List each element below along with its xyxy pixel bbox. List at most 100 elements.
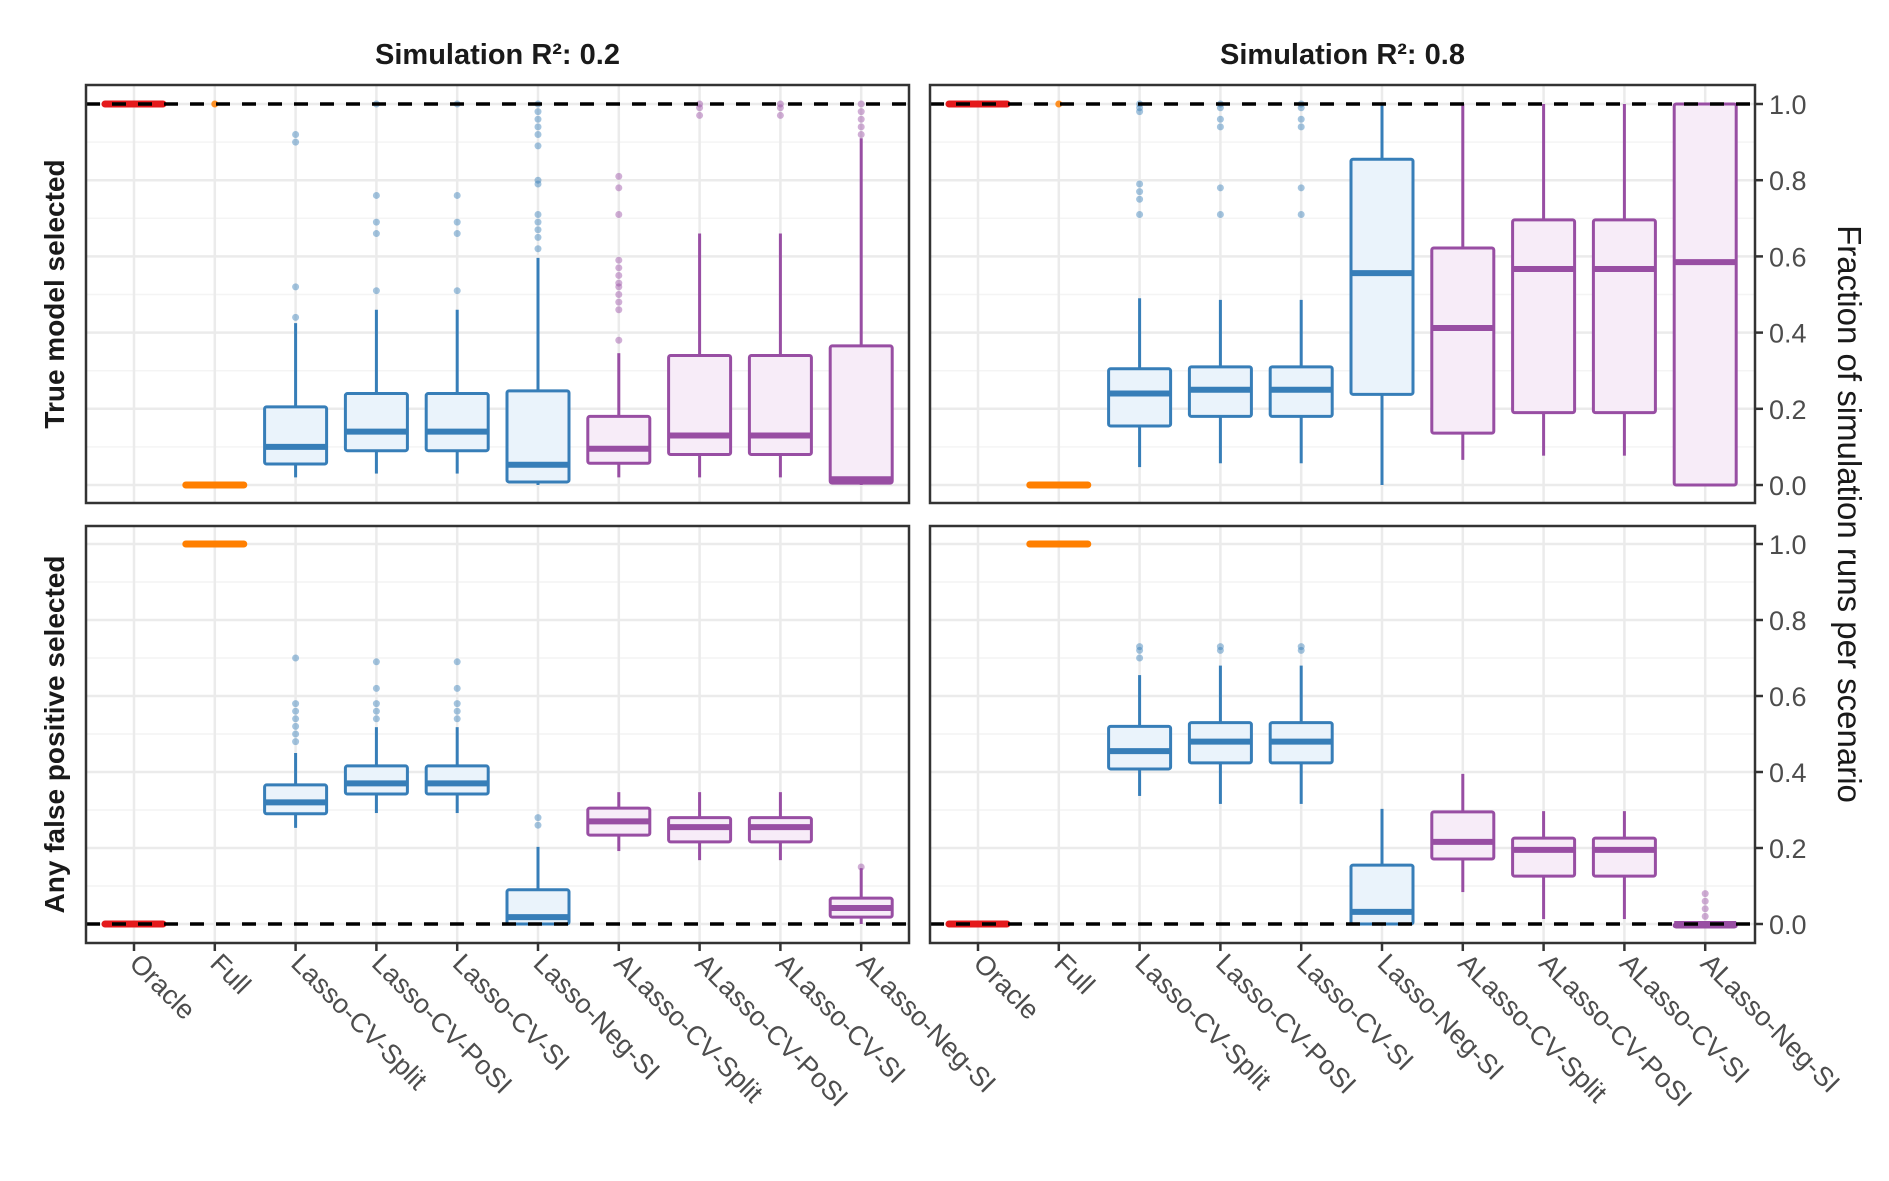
panel-border	[84, 83, 911, 505]
panel-1	[928, 83, 1757, 505]
box-lasso-neg-si	[505, 814, 571, 926]
outlier-point	[1216, 104, 1224, 112]
box-alasso-neg-si	[1672, 102, 1738, 487]
x-tick-label: Oracle	[124, 948, 201, 1025]
x-tick-label: ALasso-CV-PoSI	[1533, 948, 1697, 1112]
y-tick-label: 0.0	[1769, 910, 1807, 940]
box-lasso-neg-si	[1349, 104, 1415, 485]
x-tick-label: Full	[1049, 948, 1101, 1000]
box-iqr	[1349, 863, 1415, 926]
box-lasso-cv-posi	[1187, 100, 1253, 464]
box-lasso-cv-split	[263, 654, 329, 828]
outlier-point	[453, 658, 461, 666]
y-tick-label: 0.2	[1769, 834, 1807, 864]
outlier-point	[615, 306, 623, 314]
outlier-point	[372, 700, 380, 708]
x-tick-label: Lasso-CV-Split	[285, 948, 433, 1096]
outlier-point	[534, 176, 542, 184]
y-tick-label: 0.0	[1769, 471, 1807, 501]
outlier-point	[1297, 646, 1305, 654]
box-iqr	[424, 392, 490, 453]
outlier-point	[372, 191, 380, 199]
box-iqr	[1349, 157, 1415, 396]
outlier-point	[615, 264, 623, 272]
box-lasso-cv-si	[424, 658, 490, 814]
outlier-point	[1297, 210, 1305, 218]
outlier-point	[1216, 115, 1224, 123]
outlier-point	[1701, 905, 1709, 913]
outlier-point	[534, 814, 542, 822]
outlier-point	[1136, 180, 1144, 188]
box-iqr	[343, 392, 409, 453]
panel-3	[928, 524, 1757, 945]
box-alasso-cv-split	[1430, 104, 1496, 460]
outlier-point	[534, 130, 542, 138]
outlier-point	[1297, 104, 1305, 112]
outlier-point	[1701, 912, 1709, 920]
outlier-point	[1297, 115, 1305, 123]
outlier-point	[857, 115, 865, 123]
x-tick-label: ALasso-CV-PoSI	[689, 948, 853, 1112]
outlier-point	[292, 738, 300, 746]
x-tick-label: ALasso-CV-Split	[609, 948, 770, 1109]
outlier-point	[453, 287, 461, 295]
outlier-point	[534, 226, 542, 234]
x-tick-label: Lasso-CV-PoSI	[366, 948, 518, 1100]
box-iqr	[747, 353, 813, 457]
box-alasso-cv-split	[586, 792, 652, 852]
outlier-point	[1216, 184, 1224, 192]
outlier-point	[1216, 123, 1224, 131]
box-iqr	[1107, 724, 1173, 771]
outlier-point	[372, 707, 380, 715]
outlier-point	[453, 707, 461, 715]
outlier-point	[534, 233, 542, 241]
outlier-point	[292, 654, 300, 662]
box-iqr	[667, 353, 733, 457]
panel-0	[84, 83, 911, 505]
box-lasso-cv-si	[1268, 100, 1334, 464]
outlier-point	[857, 130, 865, 138]
box-iqr	[1511, 836, 1577, 878]
outlier-point	[615, 291, 623, 298]
box-lasso-cv-posi	[1187, 643, 1253, 804]
box-alasso-cv-split	[586, 172, 652, 478]
panel-2	[84, 524, 911, 945]
outlier-point	[534, 108, 542, 116]
box-iqr	[828, 344, 894, 485]
outlier-point	[534, 245, 542, 253]
box-iqr	[263, 405, 329, 466]
outlier-point	[534, 123, 542, 131]
box-alasso-cv-si	[1591, 104, 1657, 456]
y-axis-title: Fraction of simulation runs per scenario	[1831, 225, 1868, 803]
y-tick-label: 0.6	[1769, 242, 1807, 272]
box-alasso-cv-split	[1430, 773, 1496, 893]
outlier-point	[1136, 195, 1144, 203]
box-alasso-cv-si	[747, 792, 813, 861]
box-lasso-neg-si	[505, 100, 571, 485]
box-iqr	[1511, 218, 1577, 415]
box-alasso-cv-posi	[1511, 104, 1577, 456]
x-tick-label: Oracle	[968, 948, 1045, 1025]
outlier-point	[292, 130, 300, 138]
box-lasso-cv-split	[263, 130, 329, 478]
box-iqr	[505, 389, 571, 484]
box-lasso-cv-split	[1107, 643, 1173, 796]
outlier-point	[615, 210, 623, 218]
outlier-point	[372, 218, 380, 226]
outlier-point	[1216, 646, 1224, 654]
outlier-point	[372, 230, 380, 238]
box-lasso-cv-si	[424, 100, 490, 474]
outlier-point	[857, 108, 865, 116]
box-alasso-cv-si	[1591, 811, 1657, 920]
outlier-point	[1701, 890, 1709, 898]
outlier-point	[534, 142, 542, 150]
outlier-point	[292, 700, 300, 708]
outlier-point	[292, 313, 300, 321]
box-iqr	[1591, 218, 1657, 415]
box-iqr	[586, 414, 652, 465]
outlier-point	[615, 172, 623, 180]
box-alasso-neg-si	[828, 863, 894, 924]
box-alasso-cv-posi	[667, 792, 733, 861]
outlier-point	[292, 138, 300, 146]
outlier-point	[453, 230, 461, 238]
